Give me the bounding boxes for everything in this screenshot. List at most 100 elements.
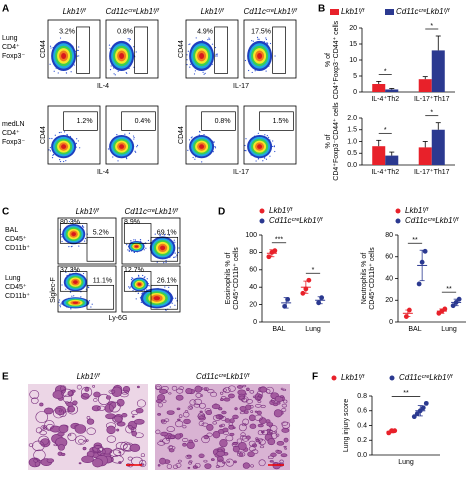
tissue <box>160 419 166 423</box>
tissue <box>212 430 221 439</box>
tissue <box>193 403 201 408</box>
tissue <box>176 407 181 411</box>
flow-event <box>52 154 54 156</box>
x-tick-label: Lung <box>305 326 321 333</box>
flow-event <box>137 292 139 294</box>
flow-event <box>53 70 55 72</box>
legend-swatch <box>385 9 394 15</box>
tissue <box>198 453 205 458</box>
flow-event <box>88 286 90 289</box>
tissue <box>268 429 274 434</box>
tissue <box>258 438 263 442</box>
tissue <box>93 397 98 403</box>
flow-event <box>251 71 253 74</box>
flow-event <box>244 59 247 62</box>
flow-event <box>77 49 79 52</box>
tissue <box>232 445 240 453</box>
flow-event <box>273 145 275 147</box>
flow-event <box>71 295 73 297</box>
y-tick-label: 80 <box>385 232 393 239</box>
tissue <box>121 413 128 418</box>
x-axis-label: IL-17 <box>233 83 249 90</box>
tissue <box>31 397 39 404</box>
flow-event <box>82 272 85 275</box>
tissue <box>256 410 262 416</box>
flow-event <box>191 136 193 138</box>
flow-event <box>174 304 176 306</box>
flow-event <box>216 53 218 55</box>
flow-event <box>61 240 63 243</box>
flow-event <box>147 239 150 242</box>
significance: * <box>430 110 433 117</box>
tissue <box>236 385 244 389</box>
y-tick-label: 0.5 <box>347 150 357 157</box>
flow-density <box>61 144 67 149</box>
tissue <box>254 410 258 413</box>
tissue <box>231 442 239 448</box>
flow-gate <box>201 111 236 131</box>
tissue <box>247 451 255 458</box>
y-axis-label: % of <box>325 134 332 148</box>
flow-event <box>127 249 129 251</box>
flow-event <box>201 161 203 163</box>
tissue <box>185 454 192 459</box>
flow-event <box>262 160 264 162</box>
flow-event <box>244 149 246 152</box>
flow-event <box>131 277 133 279</box>
flow-event <box>174 241 176 243</box>
flow-gate <box>134 26 148 74</box>
flow-event <box>65 288 67 290</box>
flow-event <box>272 140 274 142</box>
flow-density <box>257 52 263 59</box>
flow-event <box>88 300 91 302</box>
flow-event <box>63 131 66 133</box>
flow-event <box>78 55 80 57</box>
legend-label: Cd11cᶜʳᵉLkb1ᶠ/ᶠ <box>396 7 450 16</box>
flow-event <box>173 256 175 258</box>
tissue <box>169 435 175 439</box>
tissue <box>194 385 202 393</box>
flow-event <box>59 304 61 306</box>
tissue <box>270 452 277 457</box>
gate-percent: 80.3% <box>60 219 80 226</box>
flow-event <box>178 247 180 249</box>
tissue <box>81 455 94 464</box>
tissue <box>198 420 205 427</box>
flow-event <box>248 69 250 72</box>
tissue <box>112 415 123 424</box>
tissue <box>172 464 179 469</box>
tissue <box>187 405 193 410</box>
flow-event <box>130 240 132 242</box>
flow-density <box>119 144 125 149</box>
tissue <box>38 435 50 446</box>
flow-event <box>49 45 52 47</box>
flow-event <box>168 286 170 288</box>
flow-event <box>214 146 216 148</box>
tissue <box>258 459 266 467</box>
tissue <box>120 441 131 452</box>
tissue <box>255 437 259 440</box>
flow-event <box>58 299 61 301</box>
tissue <box>115 441 128 450</box>
legend-label: Lkb1ᶠ/ᶠ <box>341 7 365 16</box>
flow-event <box>126 158 128 160</box>
tissue <box>97 405 106 411</box>
tissue <box>239 411 245 415</box>
y-tick-label: 10 <box>349 57 357 64</box>
tissue <box>238 452 244 457</box>
gate-percent: 0.8% <box>117 28 133 35</box>
y-tick-label: 0 <box>353 89 357 96</box>
tissue <box>166 463 172 469</box>
tissue <box>267 438 276 446</box>
flow-event <box>204 72 206 74</box>
tissue <box>82 446 87 451</box>
flow-gate <box>259 111 294 131</box>
flow-event <box>63 160 65 163</box>
flow-event <box>168 234 170 236</box>
tissue <box>92 445 103 454</box>
tissue <box>228 385 236 392</box>
flow-event <box>109 69 112 71</box>
tissue <box>39 402 44 407</box>
tissue <box>281 403 288 408</box>
tissue <box>177 459 182 463</box>
